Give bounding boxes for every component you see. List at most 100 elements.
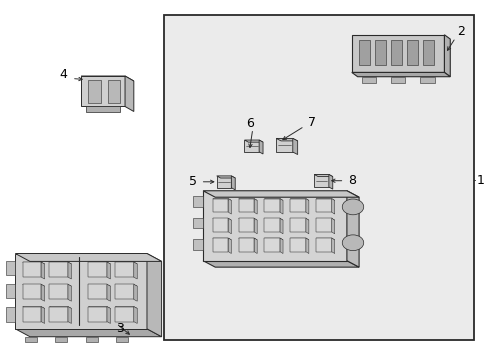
Polygon shape [115, 284, 134, 300]
Text: 3: 3 [116, 322, 124, 335]
Polygon shape [374, 40, 385, 65]
Text: 8: 8 [347, 174, 355, 187]
Polygon shape [212, 199, 231, 201]
Polygon shape [5, 261, 15, 275]
Polygon shape [115, 262, 134, 277]
Polygon shape [328, 175, 332, 189]
Polygon shape [212, 219, 231, 220]
Polygon shape [108, 80, 120, 103]
Polygon shape [264, 219, 280, 232]
Polygon shape [49, 307, 68, 321]
Polygon shape [125, 76, 134, 112]
Polygon shape [390, 77, 405, 83]
Polygon shape [314, 175, 328, 187]
Polygon shape [228, 219, 231, 234]
Polygon shape [55, 337, 67, 342]
Polygon shape [292, 138, 297, 154]
Polygon shape [15, 253, 161, 261]
Polygon shape [290, 199, 305, 212]
Polygon shape [254, 219, 257, 234]
Polygon shape [81, 76, 134, 81]
Polygon shape [49, 262, 68, 277]
Polygon shape [228, 199, 231, 214]
Polygon shape [22, 262, 44, 264]
Polygon shape [216, 176, 235, 178]
Polygon shape [212, 238, 228, 252]
Polygon shape [259, 140, 263, 154]
Polygon shape [276, 138, 297, 141]
Polygon shape [88, 284, 107, 300]
Polygon shape [86, 107, 120, 112]
Polygon shape [193, 196, 203, 207]
Polygon shape [351, 35, 444, 72]
Polygon shape [134, 262, 137, 279]
Polygon shape [147, 253, 161, 337]
Polygon shape [88, 80, 101, 103]
Text: 7: 7 [307, 116, 315, 129]
Text: 5: 5 [189, 175, 197, 188]
Polygon shape [444, 35, 449, 77]
Polygon shape [88, 284, 110, 286]
Polygon shape [331, 219, 334, 234]
Polygon shape [264, 238, 280, 252]
Polygon shape [203, 191, 346, 261]
Polygon shape [276, 138, 292, 152]
Polygon shape [358, 40, 369, 65]
Polygon shape [264, 219, 283, 220]
Polygon shape [280, 199, 283, 214]
Polygon shape [88, 262, 110, 264]
Polygon shape [212, 238, 231, 240]
Bar [163, 15, 473, 339]
Polygon shape [15, 329, 161, 337]
Polygon shape [290, 238, 305, 252]
Polygon shape [49, 284, 68, 300]
Polygon shape [193, 218, 203, 228]
Polygon shape [134, 307, 137, 323]
Polygon shape [280, 238, 283, 253]
Polygon shape [231, 176, 235, 190]
Polygon shape [88, 307, 107, 321]
Polygon shape [41, 262, 44, 279]
Polygon shape [238, 199, 257, 201]
Polygon shape [305, 238, 308, 253]
Polygon shape [115, 262, 137, 264]
Polygon shape [331, 238, 334, 253]
Polygon shape [316, 199, 331, 212]
Polygon shape [238, 219, 254, 232]
Text: 4: 4 [59, 68, 67, 81]
Polygon shape [68, 307, 71, 323]
Polygon shape [88, 262, 107, 277]
Polygon shape [244, 140, 263, 142]
Polygon shape [290, 199, 308, 201]
Polygon shape [305, 219, 308, 234]
Polygon shape [22, 284, 41, 300]
Polygon shape [216, 176, 231, 188]
Polygon shape [88, 307, 110, 309]
Polygon shape [134, 284, 137, 301]
Polygon shape [107, 262, 110, 279]
Polygon shape [49, 262, 71, 264]
Polygon shape [407, 40, 417, 65]
Polygon shape [390, 40, 401, 65]
Polygon shape [254, 238, 257, 253]
Text: 6: 6 [246, 117, 254, 130]
Polygon shape [238, 199, 254, 212]
Polygon shape [316, 199, 334, 201]
Polygon shape [244, 140, 259, 152]
Text: 2: 2 [457, 25, 465, 38]
Polygon shape [22, 262, 41, 277]
Polygon shape [203, 261, 358, 267]
Polygon shape [22, 307, 41, 321]
Polygon shape [41, 284, 44, 301]
Polygon shape [115, 284, 137, 286]
Polygon shape [316, 238, 331, 252]
Polygon shape [238, 238, 254, 252]
Text: 1: 1 [476, 174, 484, 186]
Polygon shape [316, 219, 331, 232]
Polygon shape [115, 307, 137, 309]
Polygon shape [49, 307, 71, 309]
Polygon shape [81, 76, 125, 107]
Polygon shape [314, 175, 332, 177]
Polygon shape [212, 199, 228, 212]
Polygon shape [264, 199, 280, 212]
